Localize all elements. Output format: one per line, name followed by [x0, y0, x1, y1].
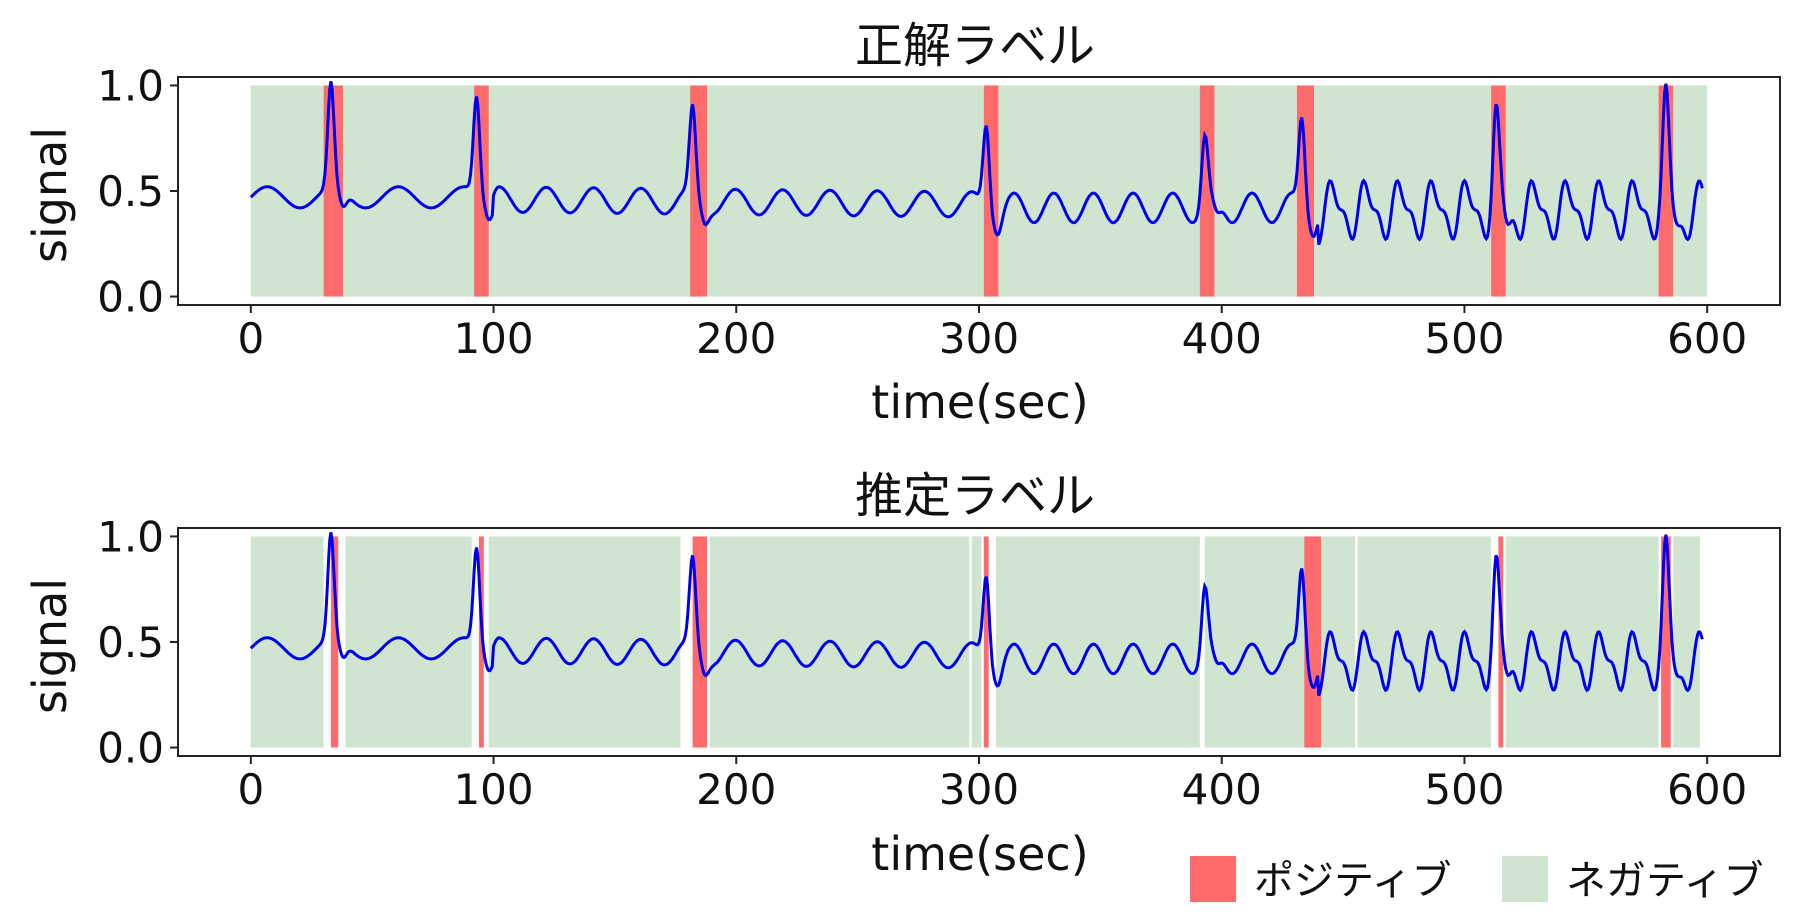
- y-axis-label: signal: [23, 578, 77, 714]
- negative-span: [250, 536, 324, 748]
- signal-line: [249, 81, 1704, 246]
- y-tick-label: 0.5: [97, 618, 164, 667]
- y-tick-label: 0.0: [97, 724, 164, 773]
- chart-title: 正解ラベル: [855, 18, 1095, 74]
- x-tick-label: 600: [1667, 314, 1747, 363]
- positive-span: [330, 536, 339, 748]
- y-tick-label: 0.0: [97, 273, 164, 322]
- negative-span: [488, 536, 681, 748]
- positive-span: [1304, 536, 1322, 748]
- y-tick-label: 1.0: [97, 512, 164, 561]
- x-tick-label: 500: [1424, 314, 1504, 363]
- x-tick-label: 200: [696, 765, 776, 814]
- positive-span: [983, 536, 989, 748]
- negative-span: [709, 536, 970, 748]
- negative-span: [995, 536, 1200, 748]
- positive-span: [1498, 536, 1504, 748]
- y-tick-label: 1.0: [97, 61, 164, 110]
- chart-title: 推定ラベル: [855, 468, 1095, 524]
- legend-positive-swatch: [1190, 856, 1236, 902]
- x-tick-label: 500: [1424, 765, 1504, 814]
- x-tick-label: 200: [696, 314, 776, 363]
- panel-ground-truth: 正解ラベル 0 100 200 300 400 500 600 0.0 0.5 1.0 time…: [23, 18, 1781, 429]
- x-tick-label: 400: [1182, 765, 1262, 814]
- x-tick-label: 100: [453, 765, 533, 814]
- legend: ポジティブ ネガティブ: [1190, 856, 1764, 904]
- x-tick-label: 300: [939, 314, 1019, 363]
- x-tick-label: 0: [237, 765, 264, 814]
- negative-span: [1357, 536, 1492, 748]
- negative-span: [1505, 536, 1659, 748]
- signal-line: [249, 532, 1704, 697]
- x-tick-label: 300: [939, 765, 1019, 814]
- legend-positive-label: ポジティブ: [1254, 858, 1452, 904]
- x-tick-label: 600: [1667, 765, 1747, 814]
- y-axis-label: signal: [23, 127, 77, 263]
- negative-span: [1204, 536, 1305, 748]
- y-tick-label: 0.5: [97, 167, 164, 216]
- x-tick-label: 0: [237, 314, 264, 363]
- negative-span: [971, 536, 982, 748]
- x-tick-label: 400: [1182, 314, 1262, 363]
- panel-estimated: 推定ラベル 0 100 200 300 400 500 600 0.0 0.5 1.0 time…: [23, 468, 1781, 881]
- x-axis-label: time(sec): [871, 827, 1088, 881]
- positive-span: [1661, 536, 1671, 748]
- legend-negative-label: ネガティブ: [1566, 858, 1764, 904]
- x-tick-label: 100: [453, 314, 533, 363]
- legend-negative-swatch: [1502, 856, 1548, 902]
- x-axis-label: time(sec): [871, 375, 1088, 429]
